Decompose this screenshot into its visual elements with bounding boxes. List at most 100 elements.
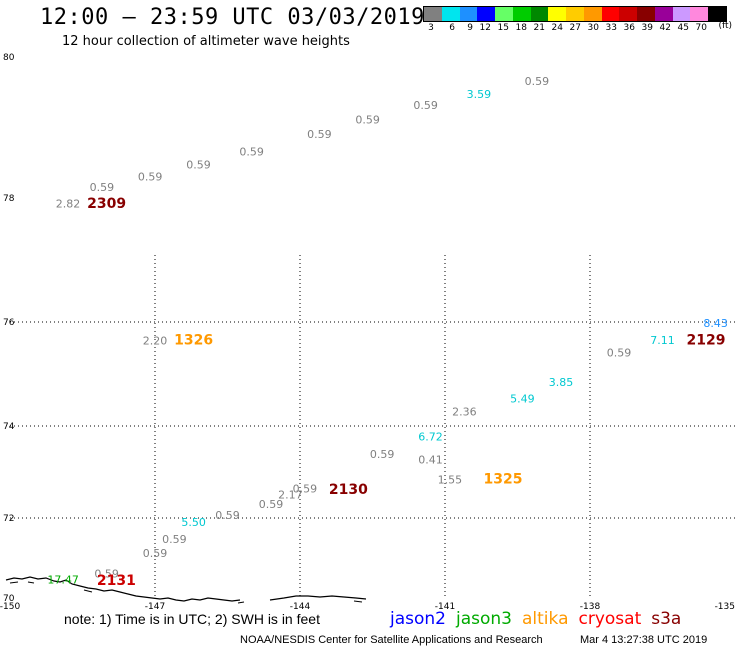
wave-height-label: 0.59 [607,346,632,359]
page-subtitle: 12 hour collection of altimeter wave hei… [62,34,350,49]
wave-height-label: 0.59 [413,99,438,112]
legend-label: 27 [569,23,581,33]
legend-swatch [672,7,691,21]
legend-swatch [619,7,638,21]
latitude-tick-label: 70 [3,594,15,604]
latitude-tick-label: 78 [3,194,15,204]
legend-label: 15 [497,23,509,33]
wave-height-label: 0.59 [143,547,168,560]
pass-time-label: 1325 [484,472,523,488]
wave-height-label: 0.59 [186,158,211,171]
legend-swatch [708,7,727,21]
legend-swatch [601,7,620,21]
color-legend: 3 6 9 12 15 18 21 24 27 30 33 36 39 42 45 70 [423,6,727,36]
legend-label: 21 [533,23,545,33]
legend-label: 24 [551,23,563,33]
legend-unit: (ft) [718,21,732,31]
wave-height-label: 2.82 [56,197,81,210]
longitude-tick-label: -141 [435,602,455,612]
pass-time-label: 2309 [87,196,126,212]
legend-label: 42 [659,23,671,33]
wave-height-label: 0.59 [138,170,163,183]
legend-swatch [654,7,673,21]
wave-height-label: 0.59 [162,533,187,546]
satellite-label-jason2: jason2 [390,609,446,629]
wave-height-label: 5.49 [510,393,535,406]
wave-height-label: 7.11 [650,334,675,347]
legend-swatches [423,6,727,22]
legend-swatch [424,7,442,21]
legend-label: 3 [428,23,434,33]
legend-swatch [690,7,709,21]
legend-labels: 3 6 9 12 15 18 21 24 27 30 33 36 39 42 45 70 [423,23,727,33]
wave-height-label: 5.50 [181,516,206,529]
coastline-west [5,576,241,602]
pass-time-label: 2131 [97,573,136,589]
wave-height-label: 17.47 [47,574,79,587]
legend-swatch [583,7,602,21]
wave-height-label: 8.43 [703,317,728,330]
axis-labels: -150 -147 -144 -141 -138 -135 80 78 76 74 72 70 [0,53,735,612]
legend-label: 6 [449,23,455,33]
wave-height-label: 0.59 [259,498,284,511]
wave-height-label: 0.59 [90,181,115,194]
longitude-tick-label: -147 [145,602,165,612]
longitude-tick-label: -150 [0,602,20,612]
legend-label: 36 [623,23,635,33]
wave-height-label: 0.59 [525,75,550,88]
pass-time-label: 2130 [329,482,368,498]
legend-label: 30 [587,23,599,33]
legend-swatch [495,7,513,21]
legend-swatch [441,7,460,21]
latitude-tick-label: 74 [3,422,15,432]
legend-swatch [637,7,655,21]
footnote: note: 1) Time is in UTC; 2) SWH is in fe… [64,611,320,627]
wave-height-label: 3.59 [467,88,492,101]
coastline [5,576,367,604]
map-grid [10,255,735,598]
wave-height-label: 0.59 [355,113,380,126]
legend-swatch [459,7,478,21]
wave-height-label: 0.59 [94,568,119,581]
legend-swatch [477,7,496,21]
latitude-tick-label: 76 [3,318,15,328]
legend-swatch [530,7,549,21]
legend-label: 70 [695,23,707,33]
longitude-tick-label: -135 [715,602,735,612]
latitude-tick-label: 72 [3,514,14,524]
wave-height-label: 3.85 [549,376,574,389]
wave-height-label: 0.41 [418,454,443,467]
wave-height-label: 2.17 [278,489,303,502]
page-title: 12:00 – 23:59 UTC 03/03/2019 [40,5,425,30]
satellite-label-cryosat: cryosat [578,609,642,629]
wave-height-label: 0.59 [215,509,240,522]
pass-time-label: 2129 [687,332,726,348]
legend-label: 18 [515,23,527,33]
satellite-label-jason3: jason3 [456,609,512,629]
coastline-east [269,595,367,601]
wave-height-label: 2.36 [452,406,477,419]
latitude-tick-label: 80 [3,53,15,63]
wave-height-label: 0.59 [293,483,318,496]
legend-swatch [566,7,584,21]
wave-height-label: 1.55 [438,474,463,487]
legend-label: 12 [479,23,491,33]
coastline-islands [9,581,363,604]
legend-swatch [512,7,531,21]
wave-height-points: 2.820.5923090.590.590.590.590.590.593.59… [47,75,728,589]
legend-label: 39 [641,23,653,33]
longitude-tick-label: -144 [290,602,311,612]
wave-height-label: 2.20 [143,334,168,347]
credit-line: NOAA/NESDIS Center for Satellite Applica… [240,634,543,646]
wave-height-label: 0.59 [239,146,264,159]
satellite-label-s3a: s3a [651,609,682,629]
pass-time-label: 1326 [174,332,213,348]
longitude-tick-label: -138 [580,602,601,612]
wave-height-label: 0.59 [307,128,332,141]
wave-height-label: 6.72 [418,431,443,444]
legend-label: 9 [467,23,473,33]
wave-height-label: 0.59 [370,448,395,461]
generated-timestamp: Mar 4 13:27:38 UTC 2019 [580,634,708,646]
satellite-legend: jason2 jason3 altika cryosat s3a [390,609,691,629]
